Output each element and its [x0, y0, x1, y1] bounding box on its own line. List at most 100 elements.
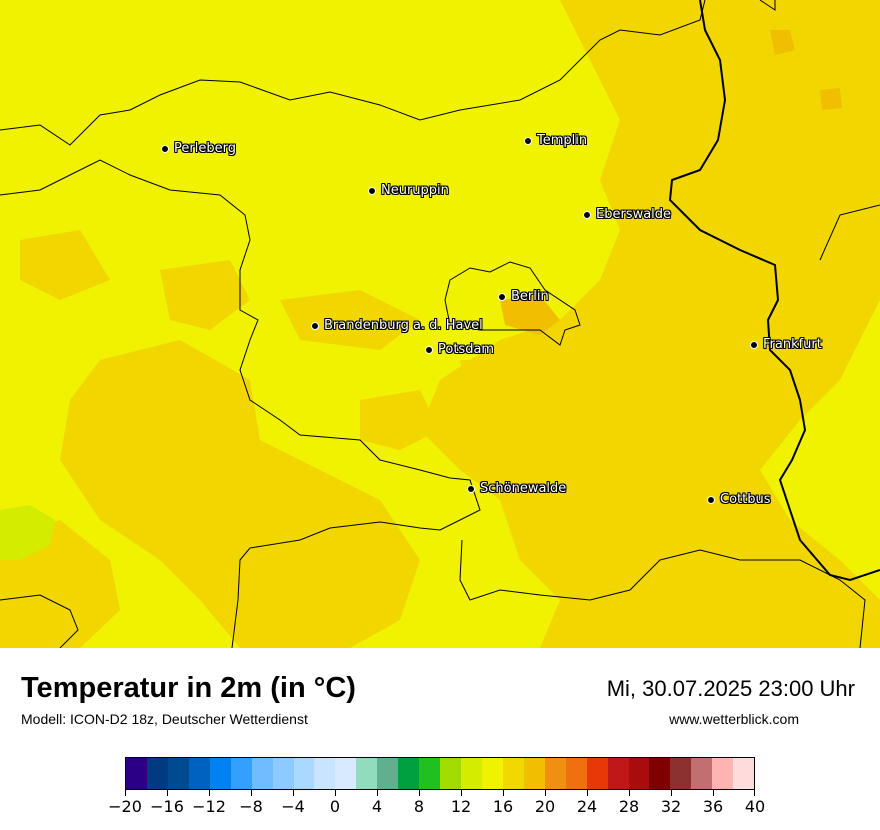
legend-swatch — [481, 758, 503, 789]
legend-tick-label: 8 — [413, 797, 425, 816]
city-label: Schönewalde — [480, 481, 567, 496]
legend-swatch — [544, 758, 566, 789]
legend-swatch — [461, 758, 482, 789]
city-label: Templin — [537, 133, 588, 148]
legend-swatch — [440, 758, 461, 789]
city-label: Perleberg — [174, 141, 236, 156]
temperature-map[interactable]: Perleberg Templin Neuruppin Eberswalde B… — [0, 0, 880, 648]
city-frankfurt[interactable]: Frankfurt — [750, 337, 822, 352]
city-label: Cottbus — [720, 492, 771, 507]
legend-tick-label: 36 — [702, 797, 724, 816]
legend-tick-label: 32 — [660, 797, 682, 816]
city-marker-icon — [368, 186, 376, 195]
city-marker-icon — [425, 345, 433, 354]
legend-tick-label: 12 — [450, 797, 472, 816]
legend-swatch — [398, 758, 420, 789]
city-schoenewalde[interactable]: Schönewalde — [467, 481, 566, 496]
city-brandenburg[interactable]: Brandenburg a. d. Havel — [311, 318, 483, 333]
legend-tick-label: −16 — [150, 797, 184, 816]
city-label: Neuruppin — [381, 183, 449, 198]
city-marker-icon — [467, 484, 475, 493]
city-label: Berlin — [511, 289, 549, 304]
legend-swatch — [272, 758, 294, 789]
city-potsdam[interactable]: Potsdam — [425, 342, 494, 357]
hot-temperature-patches — [500, 30, 842, 335]
legend-tick-label: 40 — [744, 797, 766, 816]
legend-tick-mark — [671, 790, 672, 796]
legend-swatch — [565, 758, 587, 789]
website-link[interactable]: www.wetterblick.com — [669, 711, 799, 727]
legend-swatch — [167, 758, 189, 789]
city-marker-icon — [583, 210, 591, 219]
legend-tick-mark — [251, 790, 252, 796]
national-border-poland — [668, 0, 880, 582]
legend-tick-mark — [461, 790, 462, 796]
city-marker-icon — [161, 144, 169, 153]
legend-swatch — [607, 758, 629, 789]
legend-tick-mark — [629, 790, 630, 796]
legend-swatch — [230, 758, 252, 789]
city-label: Eberswalde — [596, 207, 672, 222]
city-label: Brandenburg a. d. Havel — [324, 318, 483, 333]
legend-swatch — [691, 758, 713, 789]
legend-tick-mark — [335, 790, 336, 796]
legend-tick-mark — [125, 790, 126, 796]
legend-tick-label: −20 — [108, 797, 142, 816]
legend-tick-mark — [167, 790, 168, 796]
legend-tick-mark — [293, 790, 294, 796]
legend-tick-label: 24 — [576, 797, 598, 816]
legend-swatch — [188, 758, 210, 789]
legend-tick-label: −12 — [192, 797, 226, 816]
legend-swatch — [419, 758, 441, 789]
forecast-datetime: Mi, 30.07.2025 23:00 Uhr — [606, 676, 855, 701]
legend-tick-mark — [503, 790, 504, 796]
legend-tick-mark — [587, 790, 588, 796]
city-label: Potsdam — [438, 342, 495, 357]
model-info: Modell: ICON-D2 18z, Deutscher Wetterdie… — [21, 711, 308, 727]
city-berlin[interactable]: Berlin — [498, 289, 549, 304]
legend-swatch — [335, 758, 357, 789]
city-marker-icon — [707, 495, 715, 504]
legend-swatch — [502, 758, 524, 789]
legend-tick-label: 0 — [329, 797, 341, 816]
legend-tick-mark — [419, 790, 420, 796]
legend-tick-mark — [209, 790, 210, 796]
legend-swatch — [586, 758, 608, 789]
city-label: Frankfurt — [763, 337, 822, 352]
city-marker-icon — [524, 136, 532, 145]
legend-swatch — [251, 758, 273, 789]
legend-tick-label: −4 — [281, 797, 305, 816]
city-marker-icon — [750, 340, 758, 349]
map-title: Temperatur in 2m (in °C) — [21, 672, 356, 704]
legend-tick-label: −8 — [239, 797, 263, 816]
legend-tick-label: 20 — [534, 797, 556, 816]
city-templin[interactable]: Templin — [524, 133, 587, 148]
legend-tick-mark — [545, 790, 546, 796]
legend-swatch — [670, 758, 692, 789]
city-marker-icon — [311, 321, 319, 330]
city-marker-icon — [498, 292, 506, 301]
legend-tick-mark — [754, 790, 755, 796]
map-canvas — [0, 0, 880, 648]
legend-swatch — [209, 758, 231, 789]
legend-tick-label: 28 — [618, 797, 640, 816]
legend-ticks: −20 −16 −12 −8 −4 0 4 8 12 16 20 24 28 32 36 40 — [108, 790, 765, 820]
legend-swatch — [628, 758, 650, 789]
cooler-patch — [0, 505, 55, 560]
legend-swatch — [356, 758, 378, 789]
city-perleberg[interactable]: Perleberg — [161, 141, 236, 156]
legend-tick-mark — [377, 790, 378, 796]
city-neuruppin[interactable]: Neuruppin — [368, 183, 449, 198]
legend-swatch — [377, 758, 399, 789]
legend-tick-label: 4 — [371, 797, 383, 816]
legend-swatch — [733, 758, 755, 789]
city-eberswalde[interactable]: Eberswalde — [583, 207, 671, 222]
legend-swatch — [293, 758, 315, 789]
legend-tick-label: 16 — [492, 797, 514, 816]
legend-swatch — [523, 758, 545, 789]
legend-swatch — [314, 758, 336, 789]
city-cottbus[interactable]: Cottbus — [707, 492, 771, 507]
legend-swatch — [649, 758, 671, 789]
warm-temperature-areas — [0, 0, 880, 648]
legend-swatch — [712, 758, 734, 789]
